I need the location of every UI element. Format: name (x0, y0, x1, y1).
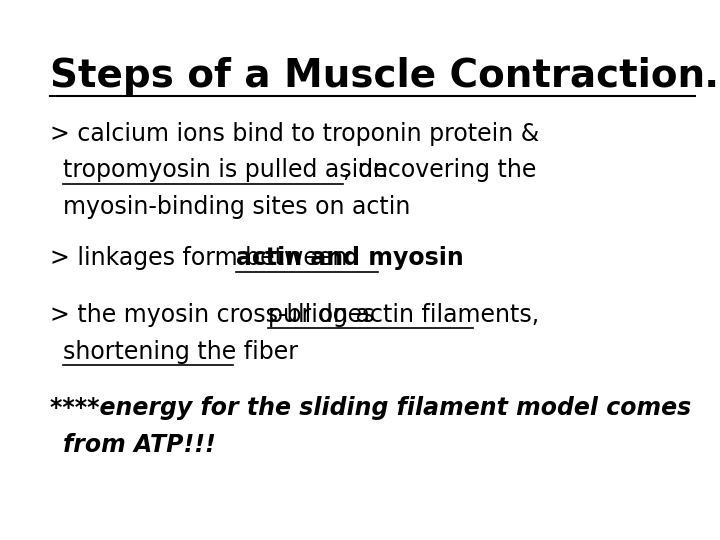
Text: > the myosin cross-bridges: > the myosin cross-bridges (50, 303, 382, 327)
Text: tropomyosin is pulled aside: tropomyosin is pulled aside (63, 158, 388, 182)
Text: ****energy for the sliding filament model comes: ****energy for the sliding filament mode… (50, 396, 692, 420)
Text: pull on actin filaments,: pull on actin filaments, (268, 303, 539, 327)
Text: shortening the fiber: shortening the fiber (63, 340, 298, 363)
Text: myosin-binding sites on actin: myosin-binding sites on actin (63, 195, 410, 219)
Text: > calcium ions bind to troponin protein &: > calcium ions bind to troponin protein … (50, 122, 540, 145)
Text: , uncovering the: , uncovering the (343, 158, 536, 182)
Text: from ATP!!!: from ATP!!! (63, 433, 216, 457)
Text: actin and myosin: actin and myosin (236, 246, 464, 270)
Text: Steps of a Muscle Contraction…: Steps of a Muscle Contraction… (50, 57, 720, 94)
Text: > linkages form between: > linkages form between (50, 246, 355, 270)
